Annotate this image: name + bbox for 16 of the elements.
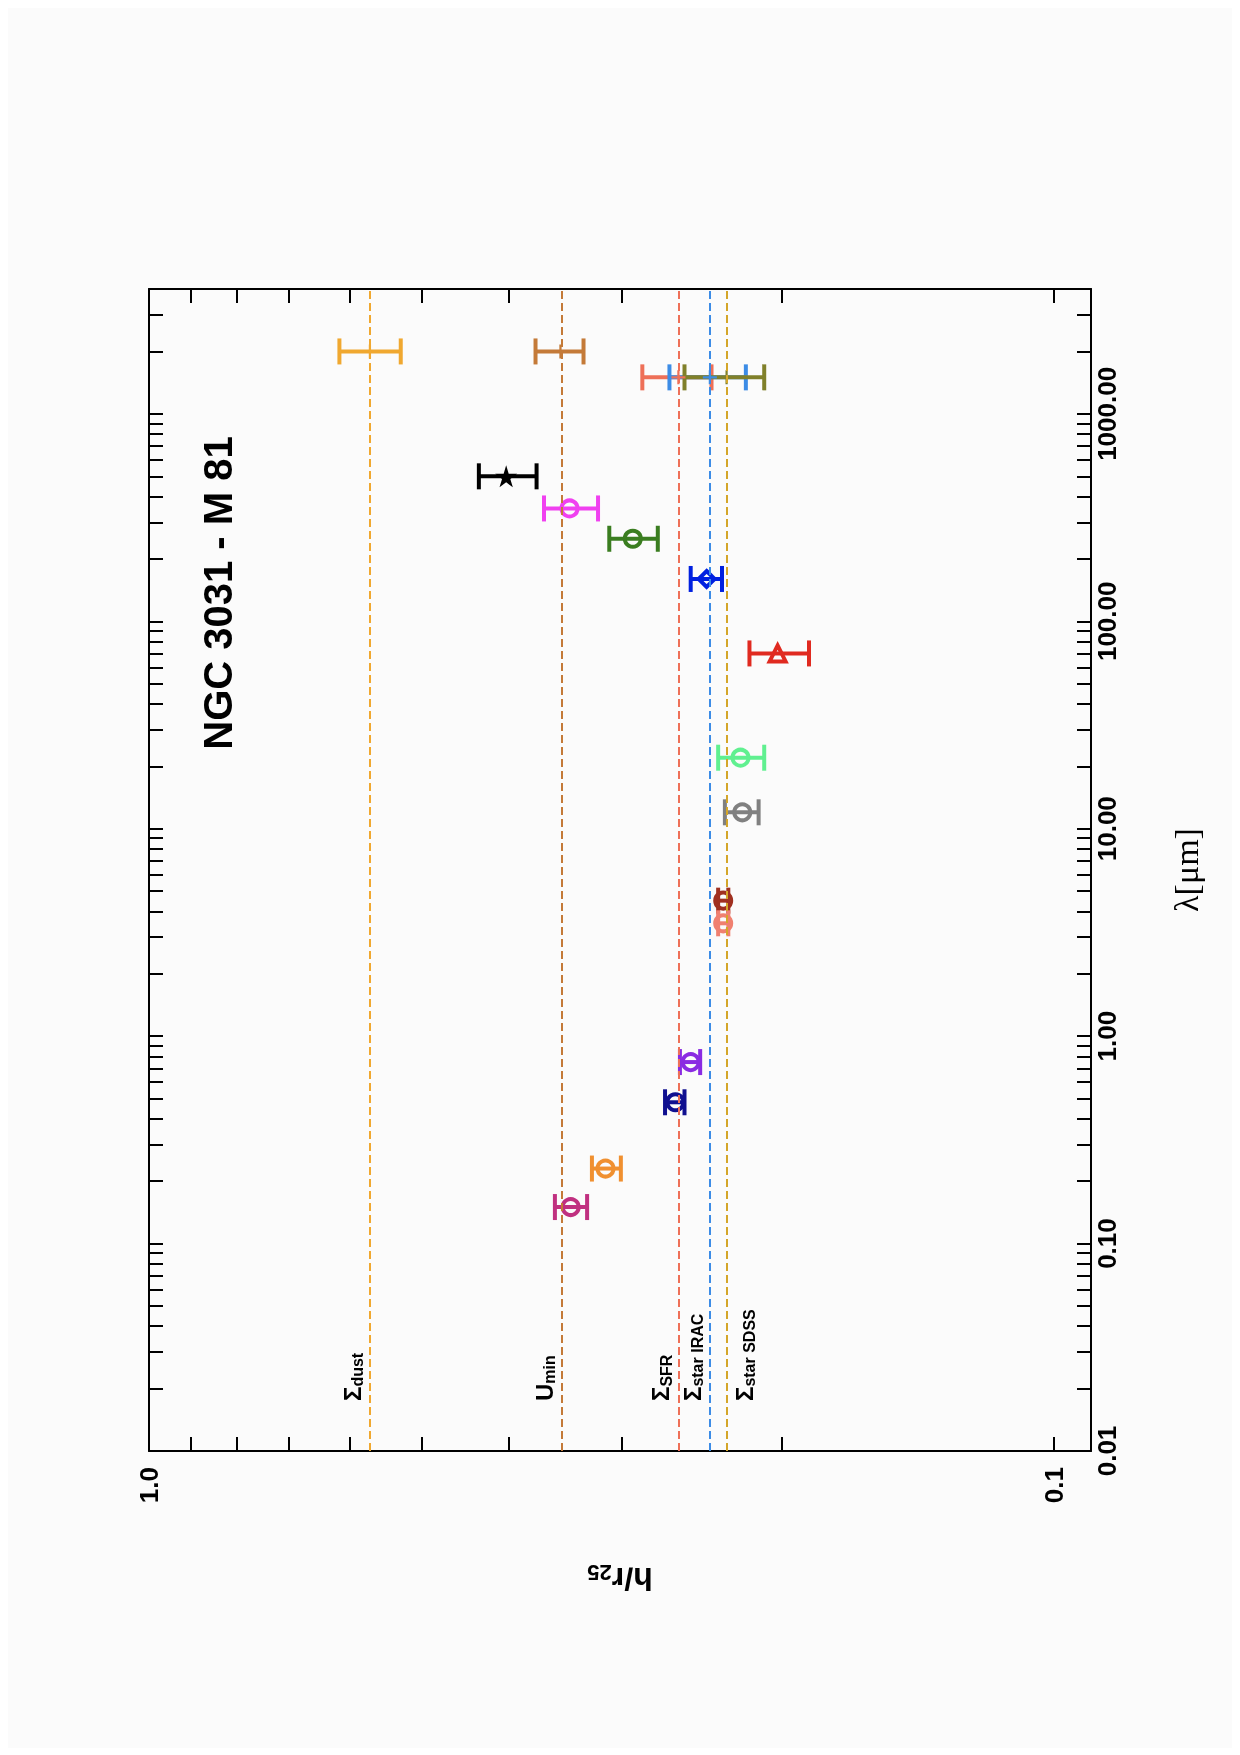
y-tick-label: 100.00 <box>1092 581 1122 662</box>
y-axis-title: λ[μm] <box>1167 828 1205 912</box>
y-tick-label: 0.10 <box>1092 1218 1122 1269</box>
ref-line-label: Umin <box>530 1355 559 1401</box>
y-tick-label: 10.00 <box>1092 796 1122 862</box>
x-tick-label: 1.0 <box>134 1467 164 1504</box>
x-tick-label: 0.1 <box>1038 1467 1069 1504</box>
ref-line-label: Σdust <box>338 1352 367 1401</box>
ref-line-label: Σstar IRAC <box>678 1313 707 1401</box>
ref-line-label: ΣSFR <box>647 1354 675 1401</box>
x-axis-title: h/r25 <box>587 1559 653 1597</box>
y-tick-label: 1000.00 <box>1092 366 1122 461</box>
ref-line-label: Σstar SDSS <box>730 1308 759 1401</box>
y-tick-label: 1.00 <box>1092 1010 1122 1062</box>
text: NGC 3031 - M 81 <box>196 436 240 750</box>
y-tick-label: 0.01 <box>1092 1425 1122 1477</box>
